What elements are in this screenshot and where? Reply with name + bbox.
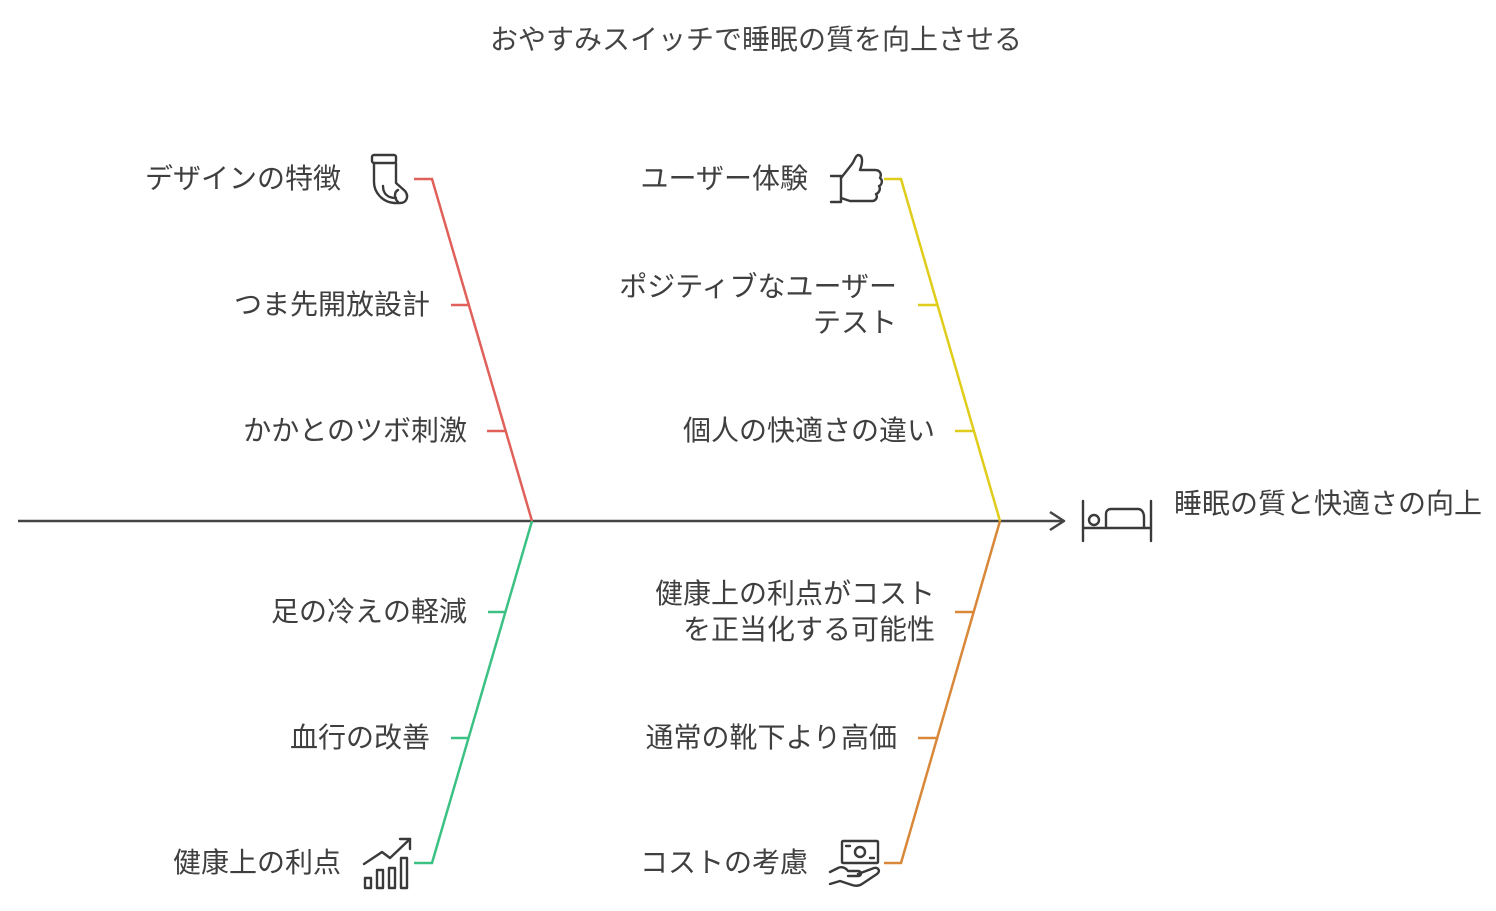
category-design-label: デザインの特徴: [144, 162, 341, 195]
diagram-title: おやすみスイッチで睡眠の質を向上させる: [489, 23, 1022, 56]
cause-toe-open-design: つま先開放設計: [233, 288, 430, 321]
cause-cold-feet-reduction: 足の冷えの軽減: [270, 595, 467, 628]
bone-cost: [884, 520, 1002, 865]
cause-circulation: 血行の改善: [289, 721, 430, 754]
bone-user-experience: [884, 177, 1002, 522]
category-cost-label: コストの考慮: [639, 846, 808, 879]
money-hand-icon: [828, 839, 881, 887]
cause-justify-cost: 健康上の利点がコストを正当化する可能性: [654, 577, 935, 646]
spine-arrowhead: [1049, 510, 1066, 532]
category-user-experience-label: ユーザー体験: [640, 162, 808, 195]
bone-design: [414, 177, 534, 522]
category-health-label: 健康上の利点: [172, 846, 341, 879]
cause-individual-comfort: 個人の快適さの違い: [682, 414, 935, 447]
outcome-label: 睡眠の質と快適さの向上: [1174, 487, 1483, 520]
bone-health: [414, 520, 534, 865]
cause-more-expensive: 通常の靴下より高価: [645, 721, 897, 754]
thumbs-up-icon: [829, 153, 883, 204]
growth-chart-icon: [362, 837, 412, 890]
cause-heel-acupressure: かかとのツボ刺激: [243, 414, 467, 447]
cause-positive-user-test: ポジティブなユーザーテスト: [619, 270, 897, 339]
bed-icon: [1081, 499, 1153, 543]
sock-icon: [370, 153, 409, 205]
